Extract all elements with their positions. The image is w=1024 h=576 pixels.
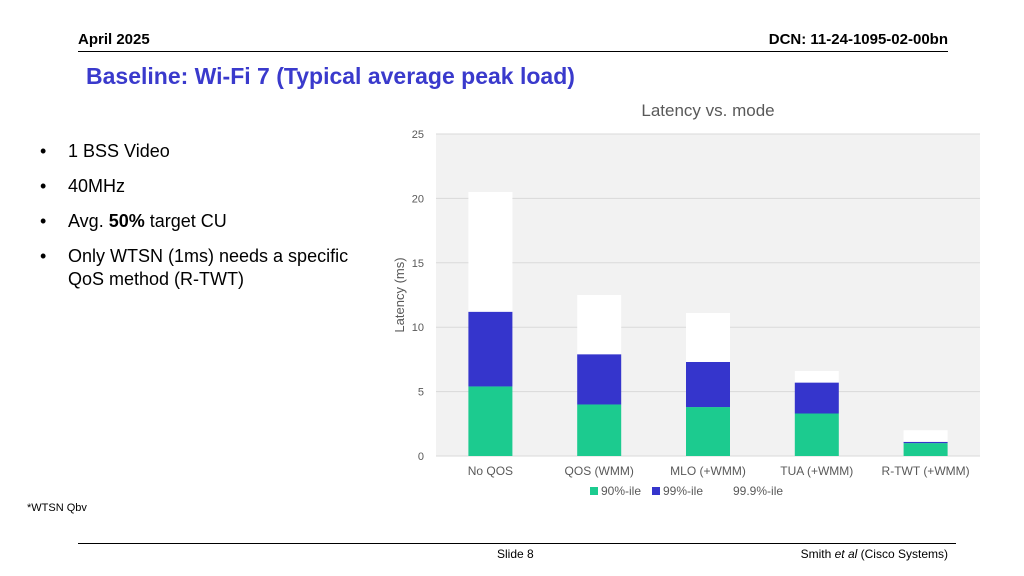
bullet-list: • 1 BSS Video • 40MHz • Avg. 50% target … bbox=[40, 140, 380, 303]
bullet-item: • Avg. 50% target CU bbox=[40, 210, 380, 233]
bullet-dot: • bbox=[40, 246, 47, 266]
chart-title: Latency vs. mode bbox=[641, 101, 774, 120]
bar-segment bbox=[686, 407, 730, 456]
bar-segment bbox=[577, 295, 622, 355]
bullet-text: 1 BSS Video bbox=[68, 141, 170, 161]
legend-label: 99%-ile bbox=[663, 484, 703, 498]
header-rule bbox=[78, 51, 948, 52]
x-tick-label: QOS (WMM) bbox=[565, 464, 634, 478]
bar-segment bbox=[468, 311, 513, 387]
bullet-dot: • bbox=[40, 141, 47, 161]
x-tick-label: R-TWT (+WMM) bbox=[882, 464, 970, 478]
footer-author: Smith et al (Cisco Systems) bbox=[801, 547, 948, 561]
y-tick-label: 5 bbox=[418, 387, 424, 399]
bullet-item: • 40MHz bbox=[40, 175, 380, 198]
bar-segment bbox=[903, 441, 948, 444]
legend-swatch bbox=[722, 487, 730, 495]
y-tick-label: 25 bbox=[412, 129, 424, 141]
footnote: *WTSN Qbv bbox=[27, 502, 87, 514]
bullet-text: Avg. bbox=[68, 211, 109, 231]
x-tick-label: No QOS bbox=[468, 464, 513, 478]
bar-segment bbox=[794, 413, 839, 456]
bullet-text: target CU bbox=[144, 211, 227, 231]
latency-chart: Latency vs. mode 0 5 10 15 20 25 Latency (ms) No… bbox=[392, 101, 980, 498]
bar-segment bbox=[903, 430, 948, 442]
x-tick-label: MLO (+WMM) bbox=[670, 464, 746, 478]
bar-segment bbox=[468, 386, 513, 456]
slide-title: Baseline: Wi-Fi 7 (Typical average peak … bbox=[86, 63, 575, 89]
legend-label: 90%-ile bbox=[601, 484, 641, 498]
bar-segment bbox=[794, 370, 839, 383]
bullet-bold-text: 50% bbox=[108, 211, 145, 231]
x-tick-label: TUA (+WMM) bbox=[780, 464, 853, 478]
y-tick-label: 0 bbox=[418, 451, 424, 463]
bullet-item: • Only WTSN (1ms) needs a specific QoS m… bbox=[40, 245, 380, 291]
bar-segment bbox=[468, 191, 513, 312]
footer-author-name: Smith bbox=[800, 547, 835, 561]
bullet-dot: • bbox=[40, 176, 47, 196]
header-dcn: DCN: 11-24-1095-02-00bn bbox=[768, 31, 948, 48]
footer-slide-number: Slide 8 bbox=[497, 547, 534, 561]
legend-label: 99.9%-ile bbox=[733, 484, 783, 498]
legend-swatch bbox=[590, 487, 598, 495]
header-date: April 2025 bbox=[78, 31, 150, 48]
footer-author-etal: et al bbox=[834, 547, 858, 561]
bar-segment bbox=[577, 354, 622, 405]
y-tick-label: 15 bbox=[412, 258, 424, 270]
legend-swatch bbox=[652, 487, 660, 495]
footer-rule bbox=[78, 543, 956, 544]
bar-segment bbox=[686, 313, 730, 362]
bar-segment bbox=[577, 404, 622, 456]
bar-segment bbox=[686, 361, 730, 408]
y-tick-label: 20 bbox=[412, 193, 424, 205]
bullet-dot: • bbox=[40, 211, 47, 231]
bar-segment bbox=[794, 382, 839, 414]
y-tick-label: 10 bbox=[412, 322, 424, 334]
bullet-text: 40MHz bbox=[68, 176, 126, 196]
bullet-item: • 1 BSS Video bbox=[40, 140, 380, 163]
y-axis-label: Latency (ms) bbox=[392, 257, 407, 332]
footer-author-org: (Cisco Systems) bbox=[857, 547, 948, 561]
bar-segment bbox=[903, 443, 948, 456]
bullet-text: Only WTSN (1ms) needs a specific QoS met… bbox=[68, 246, 349, 289]
